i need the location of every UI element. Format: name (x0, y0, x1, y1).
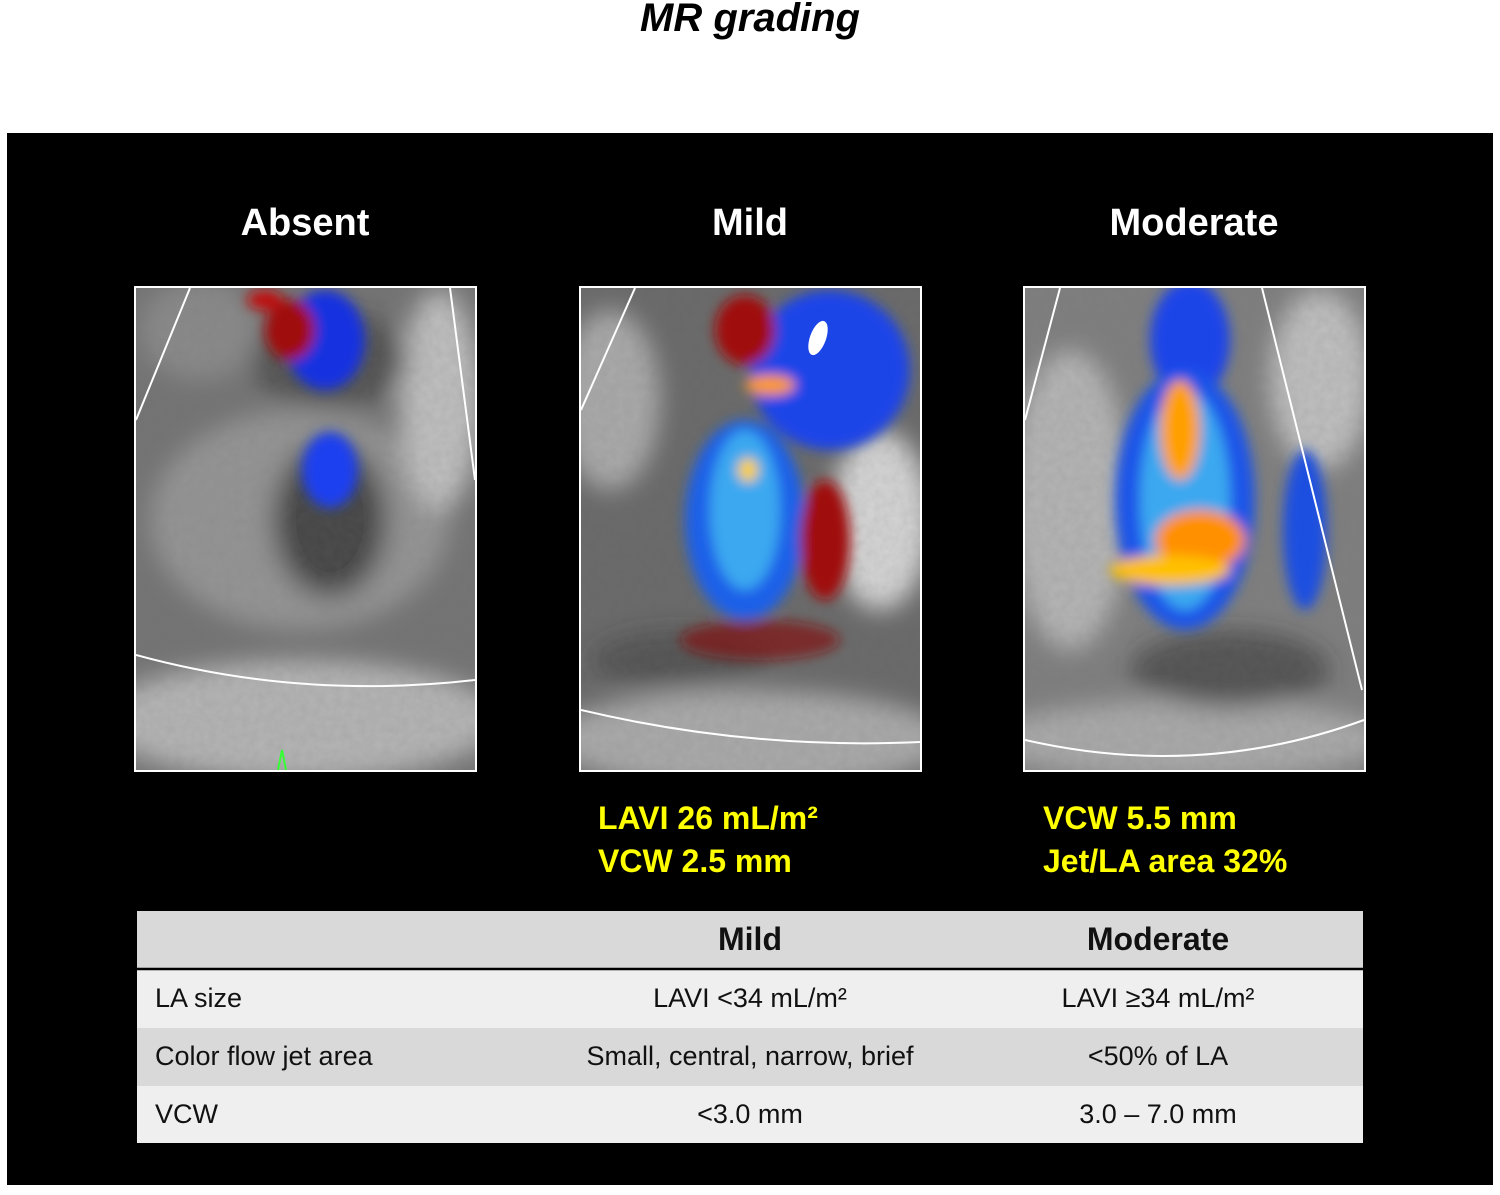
table-cell: <50% of LA (1087, 1041, 1229, 1071)
row-label: VCW (155, 1099, 218, 1129)
echo-image-mild (581, 288, 920, 770)
table-cell: 3.0 – 7.0 mm (1079, 1099, 1237, 1129)
echo-image-moderate (1025, 288, 1364, 770)
panel-caption: LAVI 26 mL/m² (598, 800, 818, 836)
panel-caption: VCW 5.5 mm (1043, 800, 1237, 836)
table-header: Mild (718, 921, 782, 957)
table-cell: LAVI ≥34 mL/m² (1061, 983, 1255, 1013)
row-label: LA size (155, 983, 243, 1013)
figure-title: MR grading (640, 0, 860, 40)
table-cell: <3.0 mm (697, 1099, 803, 1129)
panel-caption: VCW 2.5 mm (598, 843, 792, 879)
table-cell: LAVI <34 mL/m² (653, 983, 847, 1013)
panel-caption: Jet/LA area 32% (1043, 843, 1288, 879)
echo-image-absent (136, 288, 475, 770)
table-header: Moderate (1086, 921, 1230, 957)
panel-label: Mild (712, 202, 788, 244)
panel-label: Absent (240, 202, 370, 244)
row-label: Color flow jet area (155, 1041, 373, 1071)
table-cell: Small, central, narrow, brief (586, 1041, 914, 1071)
panel-label: Moderate (1109, 202, 1279, 244)
